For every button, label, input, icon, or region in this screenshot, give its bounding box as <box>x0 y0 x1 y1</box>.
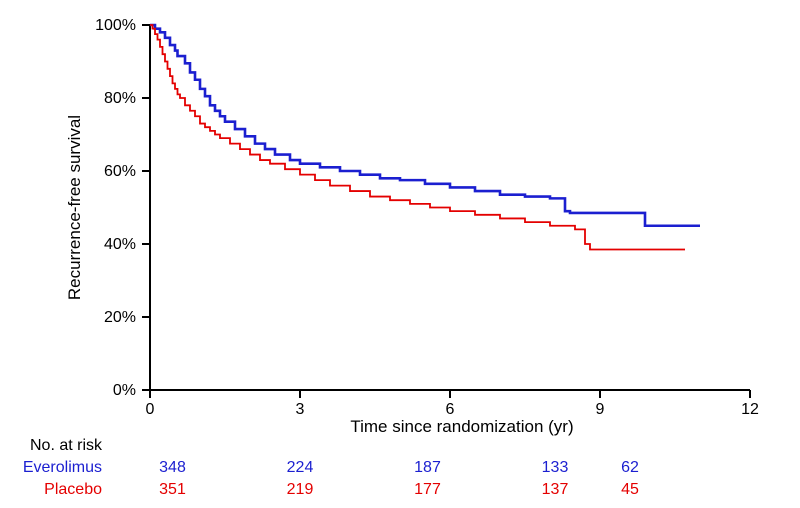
y-tick-label: 20% <box>104 309 136 326</box>
risk-value: 137 <box>542 481 569 498</box>
risk-value: 62 <box>621 459 639 476</box>
risk-value: 187 <box>414 459 441 476</box>
risk-row-label-placebo: Placebo <box>44 481 102 498</box>
x-axis-label: Time since randomization (yr) <box>350 417 573 436</box>
risk-value: 348 <box>159 459 186 476</box>
x-tick-label: 6 <box>446 401 455 418</box>
y-axis-label: Recurrence-free survival <box>65 115 84 300</box>
x-tick-label: 3 <box>296 401 305 418</box>
y-tick-label: 60% <box>104 163 136 180</box>
y-tick-label: 0% <box>113 382 136 399</box>
risk-value: 45 <box>621 481 639 498</box>
chart-container: 0 3 6 9 12 0% 20% 40% 60% 80% 100% Time since rando… <box>0 0 800 508</box>
x-tick-label: 0 <box>146 401 155 418</box>
y-tick-label: 100% <box>95 17 136 34</box>
x-tick-label: 9 <box>596 401 605 418</box>
risk-table-header: No. at risk <box>30 437 103 454</box>
risk-value: 224 <box>287 459 314 476</box>
risk-value: 351 <box>159 481 186 498</box>
risk-value: 177 <box>414 481 441 498</box>
risk-value: 133 <box>542 459 569 476</box>
km-plot-svg: 0 3 6 9 12 0% 20% 40% 60% 80% 100% Time since rando… <box>0 0 800 508</box>
y-tick-label: 40% <box>104 236 136 253</box>
risk-row-label-everolimus: Everolimus <box>23 459 102 476</box>
y-tick-label: 80% <box>104 90 136 107</box>
series-placebo <box>150 25 685 249</box>
x-tick-label: 12 <box>741 401 759 418</box>
risk-value: 219 <box>287 481 314 498</box>
series-everolimus <box>150 25 700 226</box>
